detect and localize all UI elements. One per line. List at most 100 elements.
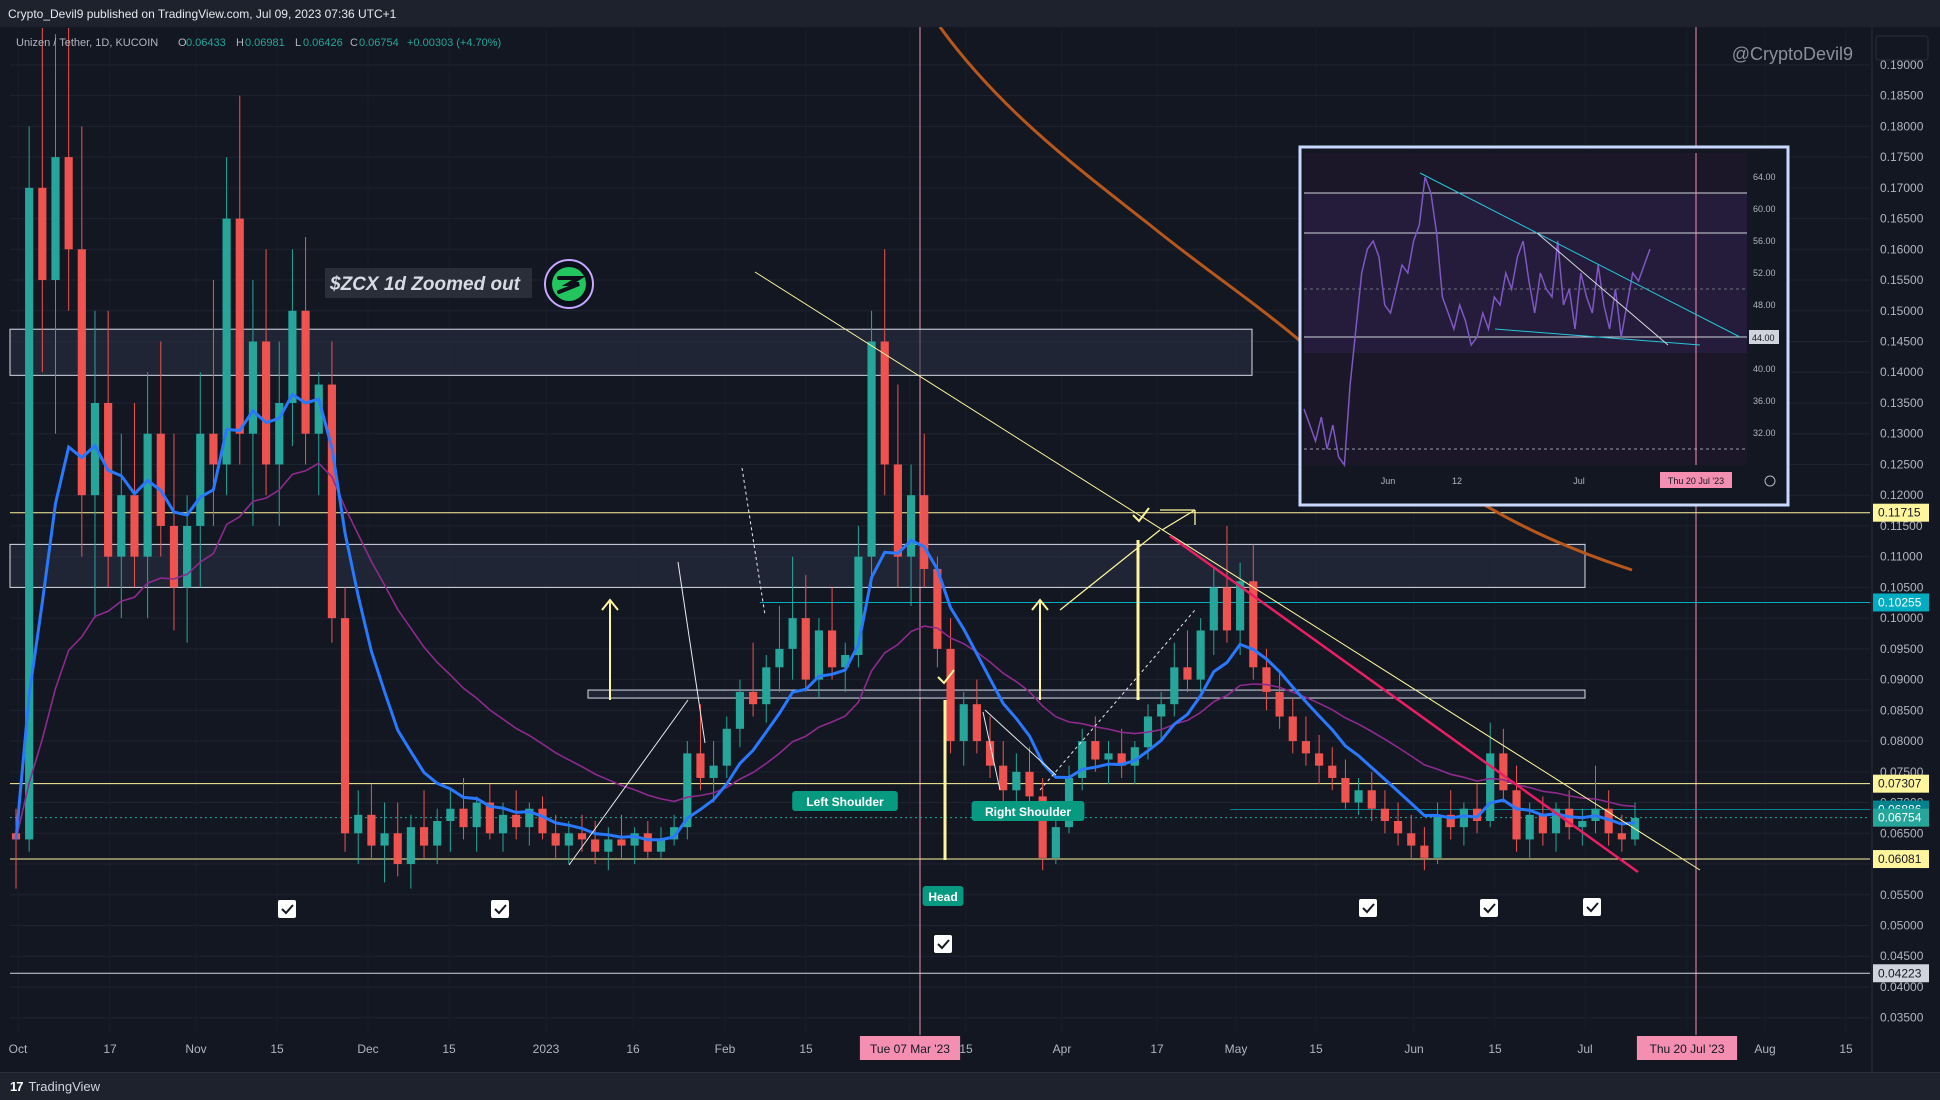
price-tags: 0.117150.102550.073070.068860.067540.060… [1873, 503, 1929, 983]
trend-line [1169, 534, 1639, 874]
time-axis[interactable]: Oct 17 Nov 15 Dec 15 2023 16 Feb 15 Tue 07 Mar '23… [9, 1036, 1853, 1060]
y-tick-label: 0.04000 [1880, 980, 1924, 994]
x-tick-label: 15 [1309, 1042, 1323, 1056]
inset-y-tick: 60.00 [1753, 204, 1776, 214]
inset-y-tick: 32.00 [1753, 428, 1776, 438]
x-tick-label: Thu 20 Jul '23 [1649, 1042, 1724, 1056]
candle-body [1104, 753, 1113, 760]
candle-body [90, 402, 100, 496]
x-tick-label: 15 [959, 1042, 973, 1056]
candle-body [525, 808, 534, 828]
rsi-band [1304, 193, 1747, 353]
candle-body [433, 820, 442, 846]
publish-header: Crypto_Devil9 published on TradingView.c… [0, 0, 1940, 28]
check-mark-icon [281, 904, 294, 915]
inset-x-tag [1660, 472, 1732, 488]
inset-x-tick: Thu 20 Jul '23 [1668, 476, 1724, 486]
candle-body [867, 341, 876, 557]
candle-body [130, 495, 139, 557]
pattern-label-bg [922, 886, 964, 906]
candle-body [814, 630, 823, 680]
x-tick-label: Aug [1754, 1042, 1775, 1056]
candle-body [248, 341, 258, 434]
candle-body [354, 814, 363, 834]
candle-body [1420, 845, 1429, 858]
candle-body [643, 833, 652, 852]
inset-y-tick: 48.00 [1753, 300, 1776, 310]
candle-body [406, 827, 415, 865]
candle-body [1512, 790, 1521, 840]
chart-area[interactable]: Left Shoulder Head Right Shoulder 0.19000 0… [0, 26, 1940, 1073]
check-mark-icon [1483, 903, 1496, 914]
candle-body [841, 655, 850, 668]
tradingview-logo-icon: 17 [10, 1079, 24, 1094]
candle-body [1486, 753, 1495, 821]
price-tag [1873, 774, 1929, 793]
x-crosshair-tag [859, 1036, 961, 1060]
legend-low-label: L [295, 37, 301, 49]
candle-body [1525, 814, 1534, 840]
candle-body [104, 402, 113, 557]
x-tick-label: 16 [626, 1042, 640, 1056]
x-tick-label: 15 [442, 1042, 456, 1056]
sma-line [15, 462, 1636, 840]
title-badge: $ZCX 1d Zoomed out [329, 274, 521, 295]
candle-body [1262, 667, 1271, 692]
candle-body [117, 495, 126, 557]
candle-body [156, 433, 165, 526]
checkbox-icon [1583, 898, 1601, 916]
candle-body [722, 728, 731, 766]
tradingview-brand[interactable]: 17 TradingView [10, 1079, 100, 1094]
candle-body [1025, 771, 1034, 797]
x-tick-label: Nov [185, 1042, 206, 1056]
candle-body [1551, 808, 1561, 834]
candle-body [920, 495, 929, 569]
inset-y-tick: 52.00 [1753, 268, 1776, 278]
candle-body [1038, 796, 1047, 858]
candle-body [222, 218, 231, 465]
y-tick-label: 0.17500 [1880, 150, 1924, 164]
checkbox-icon [934, 935, 952, 953]
candle-body [262, 341, 271, 465]
x-tick-label: Apr [1053, 1042, 1072, 1056]
pattern-label: Right Shoulder [985, 805, 1071, 819]
brand-name: TradingView [28, 1079, 101, 1094]
axis-settings-button[interactable] [1875, 35, 1929, 61]
candle-body [512, 814, 521, 828]
y-tick-label: 0.10500 [1880, 580, 1924, 594]
legend-symbol: Unizen / Tether, 1D, KUCOIN [16, 37, 158, 49]
inset-x-tick: 12 [1452, 476, 1462, 486]
candle-body [1341, 777, 1350, 803]
legend-high-label: H [236, 37, 244, 49]
trend-line [568, 699, 689, 866]
y-tick-label: 0.08000 [1880, 734, 1924, 748]
candle-body [446, 808, 455, 821]
y-tick-label: 0.18500 [1880, 89, 1924, 103]
check-mark-icon [937, 939, 950, 950]
candle-body [1170, 667, 1179, 705]
ema-line [14, 392, 1636, 842]
y-tick-label: 0.11500 [1880, 519, 1923, 533]
candle-body [1354, 790, 1363, 803]
candle-body [1538, 814, 1547, 834]
candle-body [551, 833, 560, 846]
pattern-label: Head [928, 890, 957, 904]
x-tick-label: 17 [103, 1042, 117, 1056]
candle-body [1275, 691, 1284, 717]
candle-body [854, 556, 863, 656]
inset-price-tag [1749, 330, 1779, 344]
candle-body [1301, 741, 1311, 754]
candle-body [459, 808, 468, 828]
arrow-head [601, 598, 619, 611]
y-tick-label: 0.06500 [1880, 826, 1924, 840]
candle-body [51, 157, 60, 281]
y-tick-label: 0.17000 [1880, 181, 1924, 195]
price-axis[interactable]: 0.19000 0.18500 0.18000 0.17500 0.17000 0.165… [1871, 28, 1940, 1073]
candle-body [880, 341, 889, 465]
candle-body [959, 704, 968, 742]
candle-body [143, 433, 152, 557]
candle-body [64, 157, 73, 250]
y-tick-label: 0.04500 [1880, 949, 1924, 963]
candle-body [735, 691, 745, 729]
